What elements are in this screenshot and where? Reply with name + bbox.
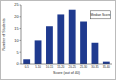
bar (35, 40, 42, 64)
y-tick-label: 0 (16, 62, 18, 66)
chart: 0 5 10 15 20 25 0-5 5-10 10-1515-20 20-2525-3030-… (0, 0, 116, 80)
y-axis (21, 5, 22, 64)
y-axis-label: Number of Students (2, 18, 6, 50)
y-tick-label: 25 (14, 3, 18, 7)
annotation-box (90, 11, 110, 19)
y-tick-label: 15 (14, 27, 18, 31)
x-tick-label: 0-5 (25, 65, 29, 69)
bar (69, 10, 76, 64)
y-tick-label: 5 (16, 51, 18, 55)
frame (1, 1, 116, 80)
x-axis-label: Score (out of 40) (53, 71, 80, 75)
chart-root: 0 5 10 15 20 25 0-5 5-10 10-1515-20 20-2525-3030-… (0, 0, 116, 80)
annotation: Median Score (91, 13, 111, 17)
bar (57, 14, 64, 64)
y-tick-label: 10 (14, 39, 18, 43)
bar (23, 59, 30, 64)
x-tick-label: 30-35 (91, 65, 99, 69)
bar (46, 26, 53, 64)
x-tick-label: 35-40 (103, 65, 111, 69)
bar (103, 62, 110, 64)
x-tick-label: 25-30 (80, 65, 88, 69)
x-tick-label: 20-25 (69, 65, 77, 69)
y-tick-label: 20 (14, 15, 18, 19)
bar (80, 22, 87, 64)
bars (23, 10, 109, 64)
x-tick-label: 15-20 (57, 65, 65, 69)
x-tick-label: 5-10 (35, 65, 41, 69)
bar (92, 43, 99, 64)
x-tick-label: 10-15 (46, 65, 54, 69)
